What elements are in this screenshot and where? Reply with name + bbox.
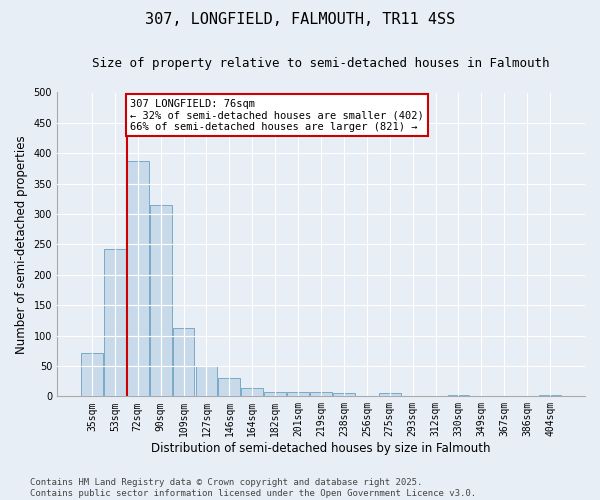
Bar — [333, 392, 355, 396]
Title: Size of property relative to semi-detached houses in Falmouth: Size of property relative to semi-detach… — [92, 58, 550, 70]
Bar — [448, 395, 469, 396]
Bar — [287, 392, 309, 396]
Text: 307 LONGFIELD: 76sqm
← 32% of semi-detached houses are smaller (402)
66% of semi: 307 LONGFIELD: 76sqm ← 32% of semi-detac… — [130, 98, 424, 132]
Bar — [81, 352, 103, 397]
Text: 307, LONGFIELD, FALMOUTH, TR11 4SS: 307, LONGFIELD, FALMOUTH, TR11 4SS — [145, 12, 455, 28]
Bar — [150, 205, 172, 396]
Bar — [265, 392, 286, 396]
Bar — [539, 394, 561, 396]
Bar — [127, 160, 149, 396]
Bar — [379, 394, 401, 396]
Y-axis label: Number of semi-detached properties: Number of semi-detached properties — [15, 135, 28, 354]
Bar — [241, 388, 263, 396]
Bar — [218, 378, 240, 396]
Bar — [196, 366, 217, 396]
Text: Contains HM Land Registry data © Crown copyright and database right 2025.
Contai: Contains HM Land Registry data © Crown c… — [30, 478, 476, 498]
X-axis label: Distribution of semi-detached houses by size in Falmouth: Distribution of semi-detached houses by … — [151, 442, 491, 455]
Bar — [173, 328, 194, 396]
Bar — [310, 392, 332, 396]
Bar — [104, 250, 126, 396]
